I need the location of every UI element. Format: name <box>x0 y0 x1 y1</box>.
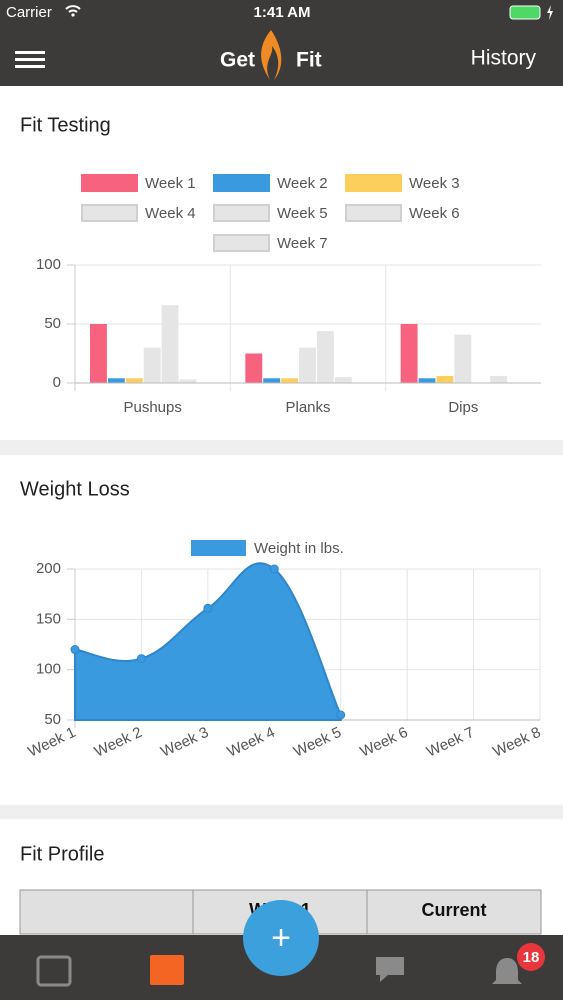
menu-line <box>15 65 45 68</box>
menu-button[interactable] <box>15 51 45 68</box>
clock: 1:41 AM <box>254 4 311 21</box>
bar <box>436 375 454 383</box>
section-title: Weight Loss <box>20 478 130 500</box>
point <box>269 564 279 574</box>
tab-icon[interactable] <box>492 958 522 984</box>
legend-swatch <box>213 174 270 192</box>
fab-icon: + <box>271 919 291 957</box>
bar <box>107 378 125 383</box>
legend-swatch <box>345 174 402 192</box>
legend-swatch <box>345 204 402 222</box>
legend-label: Weight in lbs. <box>254 540 344 557</box>
legend-swatch <box>191 540 246 556</box>
legend-swatch <box>213 204 270 222</box>
badge <box>517 943 545 971</box>
bar <box>125 378 143 383</box>
battery <box>509 5 541 20</box>
y-tick-label: 50 <box>44 711 61 728</box>
tab-icon[interactable] <box>36 955 72 987</box>
separator <box>0 440 563 455</box>
area <box>74 562 342 721</box>
legend-swatch <box>81 174 138 192</box>
logo-text: Get <box>220 49 255 72</box>
bar <box>281 378 299 383</box>
badge-count: 18 <box>523 949 540 966</box>
legend-label: Week 3 <box>409 175 460 192</box>
legend-label: Week 2 <box>277 175 328 192</box>
legend-label: Week 5 <box>277 205 328 222</box>
fab[interactable] <box>243 900 319 976</box>
y-tick-label: 100 <box>36 661 61 678</box>
header-bar <box>0 0 563 86</box>
x-tick-label: Dips <box>448 399 478 416</box>
table-header-cell: Current <box>421 900 486 920</box>
bar <box>334 377 352 383</box>
bar <box>90 324 107 383</box>
legend-label: Week 4 <box>145 205 196 222</box>
y-tick-label: 0 <box>53 374 61 391</box>
tab-icon-active[interactable] <box>150 955 184 985</box>
x-tick-label: Pushups <box>123 399 181 416</box>
legend-label: Week 7 <box>277 235 328 252</box>
menu-line <box>15 51 45 54</box>
bar <box>245 353 263 383</box>
x-tick-label: Planks <box>285 399 330 416</box>
legend-swatch <box>213 234 270 252</box>
y-tick-label: 100 <box>36 256 61 273</box>
legend-swatch <box>81 204 138 222</box>
point <box>136 654 146 664</box>
bar <box>454 334 472 383</box>
bar <box>490 375 508 383</box>
bar <box>418 378 436 383</box>
bar <box>161 305 179 383</box>
point <box>203 603 213 613</box>
history-button[interactable]: History <box>471 47 537 70</box>
bar <box>316 331 334 383</box>
bar <box>400 324 418 383</box>
bar <box>143 347 161 383</box>
bar <box>299 347 316 383</box>
menu-line <box>15 58 45 61</box>
point <box>70 645 80 655</box>
tab-icon[interactable] <box>376 957 404 982</box>
carrier: Carrier <box>6 4 52 21</box>
y-tick-label: 50 <box>44 315 61 332</box>
section-title: Fit Profile <box>20 843 104 865</box>
bar <box>263 378 281 383</box>
section-title: Fit Testing <box>20 114 111 136</box>
point <box>336 710 346 720</box>
wifi-icon <box>65 5 81 13</box>
bar <box>179 379 197 383</box>
logo-flame <box>261 30 282 80</box>
separator <box>0 805 563 819</box>
logo-text: Fit <box>296 49 322 72</box>
legend-label: Week 1 <box>145 175 196 192</box>
charts: Week 1 Week 2 Week 3 Week 4 Week 5 Week 6 Week… <box>25 174 543 761</box>
wifi-dot <box>71 13 75 17</box>
legend-label: Week 6 <box>409 205 460 222</box>
y-tick-label: 200 <box>36 560 61 577</box>
charging-icon <box>547 5 553 20</box>
y-tick-label: 150 <box>36 610 61 627</box>
